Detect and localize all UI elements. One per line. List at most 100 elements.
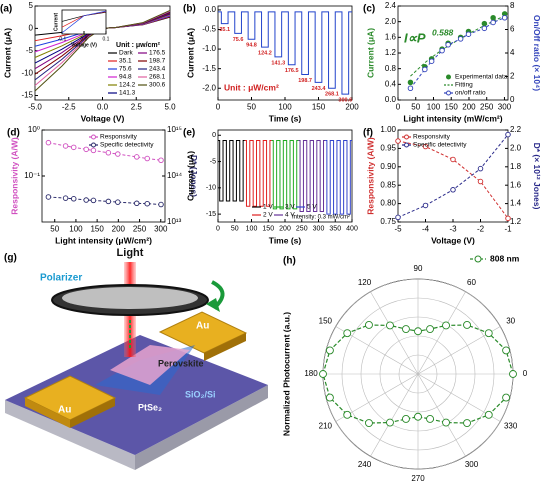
pulse-label: 198.7 [298, 78, 312, 84]
legend-label: Specific detectivity [413, 142, 467, 149]
x-tick-label: 0 [396, 103, 401, 112]
panel-label: (a) [0, 4, 12, 15]
series-line [410, 15, 505, 77]
data-point [395, 214, 401, 221]
polarizer-glass [62, 287, 198, 309]
legend-label: 35.1 [119, 58, 132, 65]
x-tick-label: 150 [90, 225, 104, 234]
plot-frame [397, 129, 509, 223]
x-tick-label: 200 [279, 225, 291, 232]
data-point [158, 157, 164, 163]
data-point [83, 146, 89, 153]
data-point [465, 31, 472, 37]
data-point [319, 370, 327, 378]
legend-marker [404, 142, 409, 148]
data-point [62, 143, 69, 149]
x-tick-label: 100 [246, 225, 258, 232]
x-tick-label: -5 [394, 225, 402, 234]
y2-tick-label: 0 [510, 95, 515, 104]
angle-label: 90 [414, 264, 423, 273]
gold-pad-side [70, 398, 115, 428]
x-tick-label: 50 [231, 225, 239, 232]
series-line [48, 142, 162, 161]
legend-label: 2 V [263, 212, 273, 219]
legend-label: 75.6 [119, 66, 132, 73]
plot-frame [397, 5, 509, 101]
series-line [325, 140, 352, 215]
x-tick-label: 300 [313, 225, 325, 232]
x-tick-label: 250 [480, 103, 494, 112]
x-tick-label: -4 [422, 225, 430, 234]
data-point [45, 139, 52, 146]
data-point [134, 154, 140, 160]
x-tick-label: -2 [477, 225, 485, 234]
x-tick-label: -5.0 [28, 103, 42, 112]
angle-label: 210 [319, 422, 333, 431]
legend-label: 1 V [263, 204, 273, 211]
x-tick-label: -1 [504, 225, 512, 234]
legend-label: Responsivity [100, 134, 138, 141]
polar-grid-spoke [370, 291, 419, 375]
y-tick-label: 2.4 [385, 1, 397, 10]
y2-tick-label: 8 [510, 1, 515, 10]
y2-tick-label: 1.4 [510, 199, 522, 208]
x-tick-label: 200 [462, 103, 476, 112]
data-point [115, 199, 121, 205]
y-tick-label: -1.5 [202, 64, 216, 73]
substrate-side [135, 385, 268, 470]
legend-marker [404, 134, 409, 140]
legend-label: 198.7 [149, 58, 166, 65]
annotation-exponent: 0.588 [432, 27, 454, 37]
data-point [386, 418, 394, 427]
panel-label: (h) [283, 256, 296, 267]
data-point [484, 329, 493, 338]
x-tick-label: 350 [329, 225, 341, 232]
data-point [365, 419, 373, 427]
y-tick-label: 0.85 [380, 180, 396, 189]
polar-grid-spoke [417, 291, 466, 375]
data-point [450, 187, 456, 193]
data-point [422, 66, 428, 73]
pulse-label: 243.4 [312, 86, 327, 92]
light-label: Light [117, 247, 144, 259]
angle-label: 60 [467, 278, 476, 287]
data-point [426, 415, 434, 423]
data-point [501, 14, 508, 21]
y2-tick-label: 6 [510, 25, 515, 34]
y-tick-label: 0.4 [385, 79, 397, 88]
legend-label: on/off ratio [455, 90, 486, 97]
legend-label: 808 nm [490, 253, 520, 263]
data-point [407, 79, 414, 86]
y-tick-label: 0.0 [385, 95, 397, 104]
y-tick-label: 5 [29, 1, 34, 10]
y-tick-label: -5 [26, 46, 34, 55]
data-point [158, 201, 164, 208]
y-tick-label: 0.75 [380, 217, 396, 226]
data-point [505, 131, 511, 138]
legend-marker [91, 142, 96, 148]
y2-tick-label: 2 [510, 72, 515, 81]
data-point [439, 47, 445, 54]
data-point [463, 419, 471, 427]
x-axis-label: Voltage (V) [71, 42, 97, 48]
angle-label: 330 [504, 422, 518, 431]
panel-label: (g) [4, 253, 17, 264]
data-point [83, 197, 89, 203]
data-point [426, 325, 434, 333]
x-tick-label: 2.5 [131, 103, 143, 112]
y2-tick-label: 2.2 [510, 125, 522, 134]
data-point [70, 144, 77, 151]
x-axis-label: Voltage (V) [81, 113, 125, 123]
y-tick-label: 0.90 [380, 162, 396, 171]
data-point [144, 155, 150, 162]
legend-marker [91, 134, 96, 140]
x-tick-label: 150 [445, 103, 459, 112]
legend-label: Fitting [455, 82, 473, 89]
y-tick-label: -0.5 [202, 25, 216, 34]
data-point [502, 393, 511, 402]
data-point [407, 85, 414, 91]
y2-tick-label: 1.6 [510, 180, 522, 189]
pulse-label: 268.1 [325, 92, 339, 98]
substrate-label: SiO₂/Si [185, 389, 216, 399]
x-tick-label: -3 [449, 225, 457, 234]
